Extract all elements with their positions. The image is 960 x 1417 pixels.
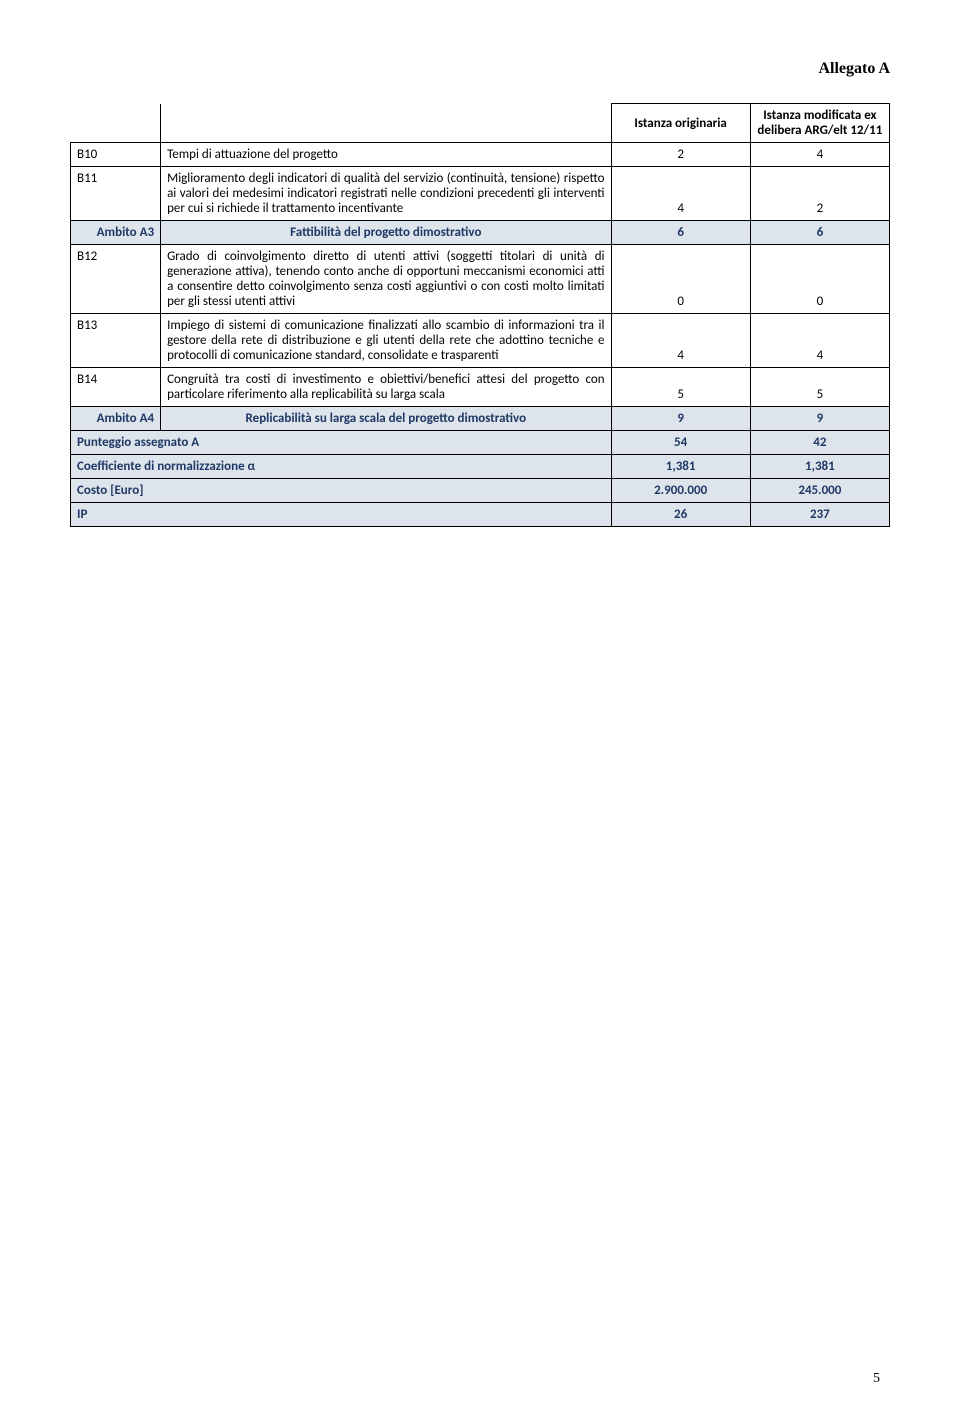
cell-v1: 1,381 bbox=[611, 455, 750, 479]
cell-v1: 4 bbox=[611, 167, 750, 221]
cell-v1: 6 bbox=[611, 221, 750, 245]
cell-v1: 0 bbox=[611, 245, 750, 314]
row-ambito-a3: Ambito A3 Fattibilità del progetto dimos… bbox=[71, 221, 890, 245]
cell-v1: 26 bbox=[611, 503, 750, 527]
row-b10: B10 Tempi di attuazione del progetto 2 4 bbox=[71, 143, 890, 167]
row-b13: B13 Impiego di sistemi di comunicazione … bbox=[71, 314, 890, 368]
column-header-2: Istanza modificata ex delibera ARG/elt 1… bbox=[750, 104, 889, 143]
row-b14: B14 Congruità tra costi di investimento … bbox=[71, 368, 890, 407]
cell-v2: 1,381 bbox=[750, 455, 889, 479]
cell-code: B11 bbox=[71, 167, 161, 221]
cell-label: Coefficiente di normalizzazione α bbox=[71, 455, 612, 479]
cell-v1: 54 bbox=[611, 431, 750, 455]
cell-v2: 245.000 bbox=[750, 479, 889, 503]
page-number: 5 bbox=[873, 1371, 880, 1387]
row-b11: B11 Miglioramento degli indicatori di qu… bbox=[71, 167, 890, 221]
cell-v2: 2 bbox=[750, 167, 889, 221]
cell-v2: 6 bbox=[750, 221, 889, 245]
header-blank-2 bbox=[161, 104, 611, 143]
page-header: Allegato A bbox=[70, 60, 890, 78]
header-blank-1 bbox=[71, 104, 161, 143]
row-punteggio: Punteggio assegnato A 54 42 bbox=[71, 431, 890, 455]
cell-v2: 4 bbox=[750, 314, 889, 368]
cell-desc: Miglioramento degli indicatori di qualit… bbox=[161, 167, 611, 221]
row-coefficiente: Coefficiente di normalizzazione α 1,381 … bbox=[71, 455, 890, 479]
cell-desc: Impiego di sistemi di comunicazione fina… bbox=[161, 314, 611, 368]
row-ip: IP 26 237 bbox=[71, 503, 890, 527]
cell-desc: Congruità tra costi di investimento e ob… bbox=[161, 368, 611, 407]
cell-desc: Replicabilità su larga scala del progett… bbox=[161, 407, 611, 431]
cell-v1: 2 bbox=[611, 143, 750, 167]
cell-v2: 4 bbox=[750, 143, 889, 167]
row-b12: B12 Grado di coinvolgimento diretto di u… bbox=[71, 245, 890, 314]
column-header-1: Istanza originaria bbox=[611, 104, 750, 143]
cell-code: Ambito A4 bbox=[71, 407, 161, 431]
cell-desc: Fattibilità del progetto dimostrativo bbox=[161, 221, 611, 245]
cell-v1: 5 bbox=[611, 368, 750, 407]
cell-v2: 237 bbox=[750, 503, 889, 527]
table-header-row: Istanza originaria Istanza modificata ex… bbox=[71, 104, 890, 143]
cell-code: B12 bbox=[71, 245, 161, 314]
cell-v2: 5 bbox=[750, 368, 889, 407]
cell-desc: Grado di coinvolgimento diretto di utent… bbox=[161, 245, 611, 314]
cell-label: IP bbox=[71, 503, 612, 527]
cell-v1: 4 bbox=[611, 314, 750, 368]
data-table: Istanza originaria Istanza modificata ex… bbox=[70, 103, 890, 527]
cell-v2: 9 bbox=[750, 407, 889, 431]
cell-v2: 42 bbox=[750, 431, 889, 455]
cell-code: B14 bbox=[71, 368, 161, 407]
cell-v1: 9 bbox=[611, 407, 750, 431]
cell-desc: Tempi di attuazione del progetto bbox=[161, 143, 611, 167]
cell-label: Punteggio assegnato A bbox=[71, 431, 612, 455]
row-ambito-a4: Ambito A4 Replicabilità su larga scala d… bbox=[71, 407, 890, 431]
cell-v1: 2.900.000 bbox=[611, 479, 750, 503]
cell-v2: 0 bbox=[750, 245, 889, 314]
cell-label: Costo [Euro] bbox=[71, 479, 612, 503]
row-costo: Costo [Euro] 2.900.000 245.000 bbox=[71, 479, 890, 503]
cell-code: B10 bbox=[71, 143, 161, 167]
cell-code: B13 bbox=[71, 314, 161, 368]
cell-code: Ambito A3 bbox=[71, 221, 161, 245]
